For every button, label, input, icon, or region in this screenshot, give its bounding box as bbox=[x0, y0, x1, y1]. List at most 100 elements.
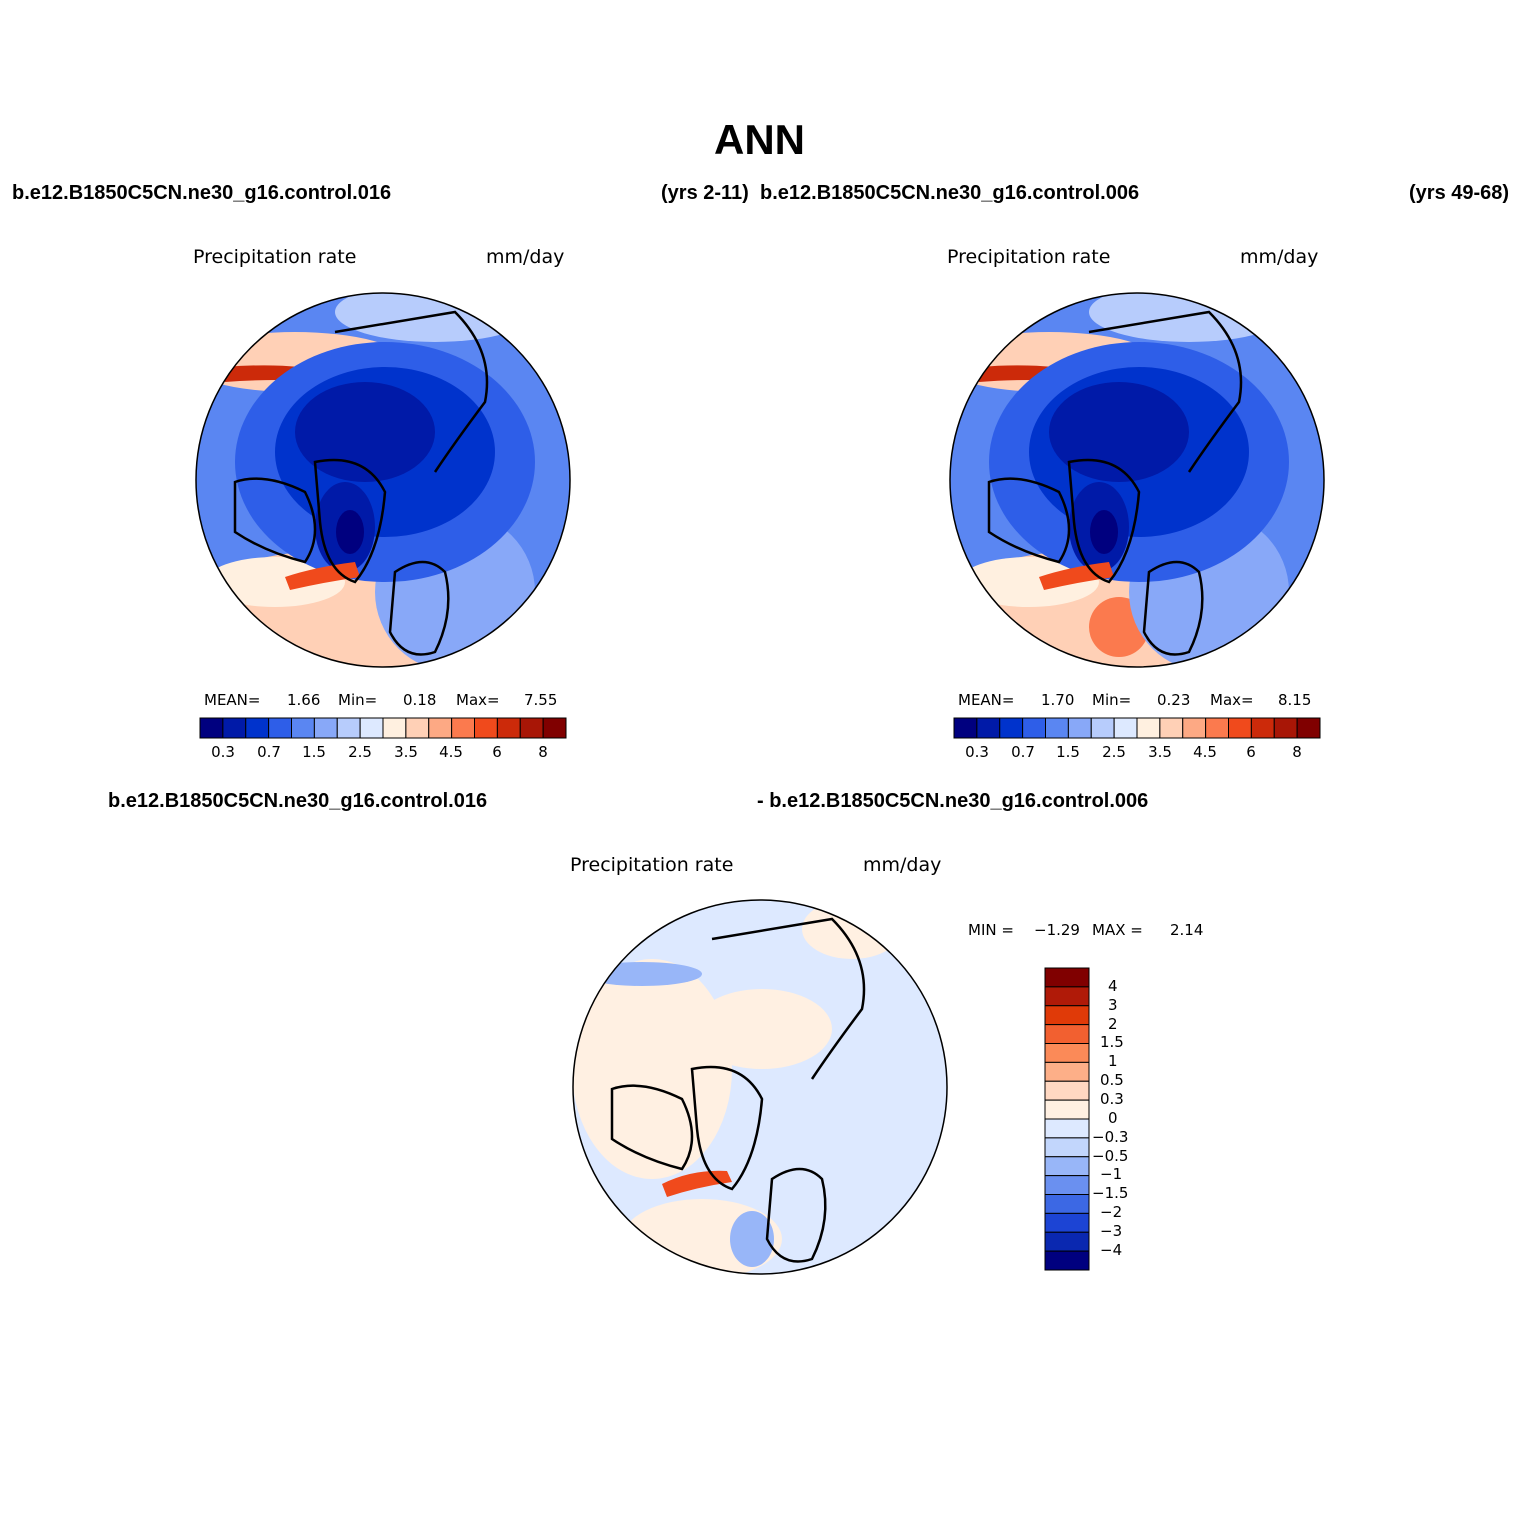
diff-level-label: 4 bbox=[1108, 977, 1118, 995]
diff-title-left: b.e12.B1850C5CN.ne30_g16.control.016 bbox=[108, 790, 488, 812]
colorbar-swatch bbox=[405, 717, 430, 739]
diff-min-value: −1.29 bbox=[1034, 921, 1080, 939]
diff-max-label: MAX = bbox=[1092, 921, 1143, 939]
colorbar-swatch bbox=[336, 717, 361, 739]
panel2-tick: 1.5 bbox=[1056, 743, 1080, 761]
diff-colorbar-swatch bbox=[1044, 1005, 1090, 1026]
colorbar-swatch bbox=[976, 717, 1001, 739]
diff-level-label: −1 bbox=[1100, 1165, 1123, 1183]
diff-colorbar bbox=[1044, 967, 1090, 1271]
panel1-coastline-europe bbox=[388, 560, 450, 656]
diff-level-label: −4 bbox=[1100, 1241, 1123, 1259]
colorbar-swatch bbox=[1228, 717, 1252, 739]
diff-colorbar-swatch bbox=[1044, 967, 1090, 988]
diff-colorbar-swatch bbox=[1044, 1250, 1090, 1271]
colorbar-swatch bbox=[199, 717, 224, 739]
diff-positive-region bbox=[573, 959, 732, 1179]
main-title: ANN bbox=[714, 116, 805, 163]
colorbar-swatch bbox=[953, 717, 978, 739]
diff-level-label: 0 bbox=[1108, 1109, 1118, 1127]
panel2-variable: Precipitation rate bbox=[947, 246, 1111, 268]
colorbar-swatch bbox=[313, 717, 338, 739]
colorbar-swatch bbox=[359, 717, 384, 739]
panel2-coastline-canada bbox=[987, 477, 1071, 564]
colorbar-swatch bbox=[382, 717, 407, 739]
colorbar-swatch bbox=[999, 717, 1024, 739]
colorbar-swatch bbox=[291, 717, 315, 739]
panel1-tick: 6 bbox=[492, 743, 502, 761]
diff-colorbar-swatch bbox=[1044, 1156, 1090, 1177]
panel2-tick: 4.5 bbox=[1193, 743, 1217, 761]
panel1-coastline-greenland bbox=[313, 458, 387, 584]
panel2-max-label: Max= bbox=[1210, 691, 1254, 709]
panel1-coastline-canada bbox=[233, 477, 317, 564]
colorbar-swatch bbox=[1045, 717, 1069, 739]
colorbar-swatch bbox=[542, 717, 567, 739]
panel2-mean-value: 1.70 bbox=[1041, 691, 1075, 709]
panel2-colorbar bbox=[953, 717, 1321, 739]
diff-colorbar-swatch bbox=[1044, 1099, 1090, 1120]
colorbar-swatch bbox=[496, 717, 521, 739]
diff-level-label: −1.5 bbox=[1092, 1184, 1129, 1202]
case-right-label: b.e12.B1850C5CN.ne30_g16.control.006 bbox=[760, 182, 1140, 204]
diff-colorbar-swatch bbox=[1044, 1137, 1090, 1158]
colorbar-swatch bbox=[1296, 717, 1321, 739]
diff-coastline-siberia bbox=[711, 917, 866, 1080]
panel1-tick: 1.5 bbox=[302, 743, 326, 761]
panel2-tick: 3.5 bbox=[1148, 743, 1172, 761]
diff-map-border bbox=[572, 899, 948, 1275]
panel2-tick: 8 bbox=[1292, 743, 1302, 761]
case-left-label: b.e12.B1850C5CN.ne30_g16.control.016 bbox=[12, 182, 392, 204]
panel2-coastline-siberia bbox=[1088, 310, 1243, 473]
diff-colorbar-swatch bbox=[1044, 1024, 1090, 1045]
colorbar-swatch bbox=[268, 717, 293, 739]
panel2-map-border bbox=[949, 292, 1325, 668]
diff-colorbar-swatch bbox=[1044, 1212, 1090, 1233]
diff-level-label: 3 bbox=[1108, 996, 1118, 1014]
panel2-units: mm/day bbox=[1240, 246, 1319, 268]
diff-title-right: - b.e12.B1850C5CN.ne30_g16.control.006 bbox=[757, 790, 1149, 812]
colorbar-swatch bbox=[1090, 717, 1115, 739]
diff-level-label: 0.5 bbox=[1100, 1071, 1124, 1089]
diff-max-value: 2.14 bbox=[1170, 921, 1204, 939]
panel2-min-value: 0.23 bbox=[1157, 691, 1191, 709]
panel1-variable: Precipitation rate bbox=[193, 246, 357, 268]
years-right-label: (yrs 49-68) bbox=[1409, 182, 1510, 204]
colorbar-swatch bbox=[1273, 717, 1298, 739]
panel1-tick: 0.3 bbox=[211, 743, 235, 761]
colorbar-swatch bbox=[1067, 717, 1092, 739]
panel2-max-value: 8.15 bbox=[1278, 691, 1312, 709]
colorbar-swatch bbox=[428, 717, 453, 739]
colorbar-swatch bbox=[1250, 717, 1275, 739]
colorbar-swatch bbox=[474, 717, 498, 739]
diff-coastline-greenland bbox=[690, 1065, 764, 1191]
panel1-tick: 0.7 bbox=[257, 743, 281, 761]
diff-level-label: −0.5 bbox=[1092, 1147, 1129, 1165]
colorbar-swatch bbox=[1182, 717, 1207, 739]
panel2-tick: 0.3 bbox=[965, 743, 989, 761]
panel2-coastline-europe bbox=[1142, 560, 1204, 656]
diff-colorbar-swatch bbox=[1044, 1118, 1090, 1139]
diff-colorbar-swatch bbox=[1044, 1231, 1090, 1252]
diff-units: mm/day bbox=[863, 854, 942, 876]
diff-colorbar-swatch bbox=[1044, 1043, 1090, 1063]
panel1-greenland-edge bbox=[285, 562, 360, 590]
diff-level-label: −3 bbox=[1100, 1222, 1123, 1240]
diff-colorbar-swatch bbox=[1044, 1080, 1090, 1101]
colorbar-swatch bbox=[1113, 717, 1138, 739]
panel2-tick: 2.5 bbox=[1102, 743, 1126, 761]
diff-level-label: 1 bbox=[1108, 1052, 1118, 1070]
panel1-min-value: 0.18 bbox=[403, 691, 437, 709]
panel1-tick: 2.5 bbox=[348, 743, 372, 761]
colorbar-swatch bbox=[1205, 717, 1230, 739]
diff-coastline-canada bbox=[610, 1084, 694, 1171]
diff-level-label: −2 bbox=[1100, 1203, 1123, 1221]
colorbar-swatch bbox=[519, 717, 544, 739]
diff-negative-pacific bbox=[582, 962, 702, 986]
panel1-max-value: 7.55 bbox=[524, 691, 558, 709]
panel2-mean-label: MEAN= bbox=[958, 691, 1015, 709]
diff-level-label: 1.5 bbox=[1100, 1033, 1124, 1051]
panel2-min-label: Min= bbox=[1092, 691, 1132, 709]
diff-level-label: 2 bbox=[1108, 1015, 1118, 1033]
panel1-colorbar bbox=[199, 717, 567, 739]
